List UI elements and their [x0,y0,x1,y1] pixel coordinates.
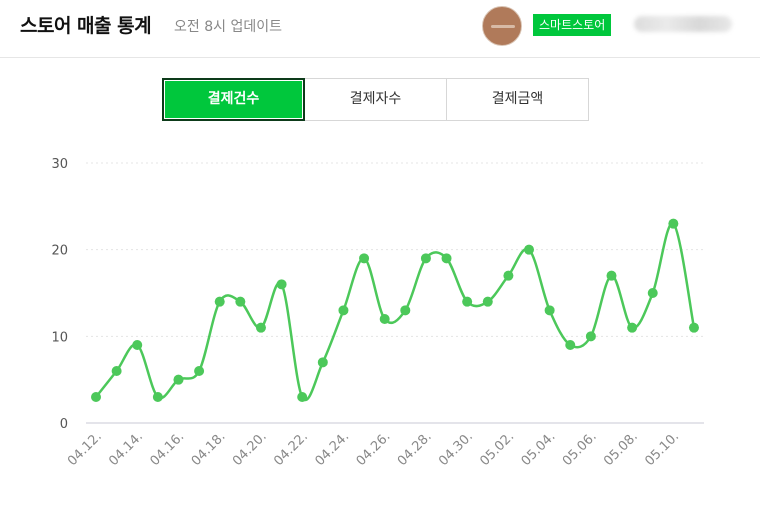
data-point[interactable] [544,305,555,316]
store-name-redacted [634,16,732,32]
store-avatar[interactable] [482,6,522,46]
series-points [91,218,699,402]
data-point[interactable] [297,392,308,402]
data-point[interactable] [91,392,101,402]
x-tick-label: 05.02. [477,429,517,469]
x-tick-label: 04.16. [147,429,187,469]
x-tick-label: 05.08. [601,429,641,469]
data-point[interactable] [194,366,205,376]
data-point[interactable] [606,270,617,281]
tab-payer-count[interactable]: 결제자수 [304,78,447,121]
data-point[interactable] [462,296,473,307]
data-point[interactable] [647,288,658,298]
update-time-label: 오전 8시 업데이트 [174,19,282,35]
x-tick-label: 05.10. [642,429,682,469]
series-line [95,222,696,401]
data-point[interactable] [359,253,370,264]
data-point[interactable] [317,357,328,368]
x-tick-label: 04.14. [106,429,146,469]
x-tick-label: 04.28. [395,429,435,469]
data-point[interactable] [441,253,452,264]
x-tick-label: 04.26. [354,429,394,469]
data-point[interactable] [276,279,287,290]
x-tick-label: 04.30. [436,429,476,469]
data-point[interactable] [111,366,122,376]
x-tick-label: 04.24. [312,429,352,469]
data-point[interactable] [668,218,679,229]
x-tick-label: 04.20. [230,429,270,469]
x-tick-label: 04.18. [189,429,229,469]
data-point[interactable] [338,305,349,316]
x-tick-label: 04.12. [65,429,105,469]
page-header: 스토어 매출 통계 오전 8시 업데이트 스마트스토어 [0,0,760,58]
x-tick-label: 04.22. [271,429,311,469]
y-axis-ticks: 0 10 20 30 [51,157,68,432]
y-tick-label: 30 [51,157,68,172]
data-point[interactable] [400,305,411,316]
y-tick-label: 0 [60,417,68,432]
data-point[interactable] [482,296,493,307]
data-point[interactable] [585,331,596,342]
page-title: 스토어 매출 통계 [20,15,152,37]
data-point[interactable] [152,392,163,402]
data-point[interactable] [420,253,431,264]
data-point[interactable] [627,322,638,333]
data-point[interactable] [688,322,699,333]
data-point[interactable] [565,340,576,350]
x-tick-label: 05.06. [560,429,600,469]
store-type-badge: 스마트스토어 [533,14,612,36]
chart-grid [86,162,704,424]
data-point[interactable] [235,296,246,307]
data-point[interactable] [214,296,225,307]
data-point[interactable] [132,340,143,350]
data-point[interactable] [524,244,535,255]
data-point[interactable] [379,314,390,324]
tab-payment-amount[interactable]: 결제금액 [446,78,589,121]
metric-tabs: 결제건수 결제자수 결제금액 [162,78,589,121]
data-point[interactable] [255,322,266,333]
y-tick-label: 20 [51,244,68,259]
y-tick-label: 10 [51,330,68,345]
x-tick-label: 05.04. [519,429,559,469]
tab-payment-count[interactable]: 결제건수 [162,78,305,121]
x-axis-ticks: 04.12. 04.14. 04.16. 04.18. 04.20. 04.22. 04.2… [65,429,682,469]
data-point[interactable] [503,270,514,281]
data-point[interactable] [173,374,184,385]
